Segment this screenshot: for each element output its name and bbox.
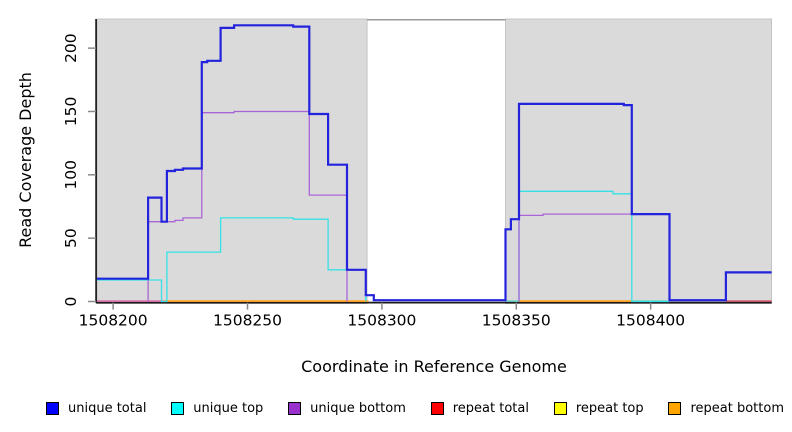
series-line-unique-top	[97, 217, 367, 303]
legend-swatch-repeat-bottom-icon	[668, 401, 682, 415]
legend-label: unique total	[68, 400, 147, 416]
legend-item-repeat-top: repeat top	[553, 400, 644, 416]
y-tick-label: 50	[62, 228, 80, 248]
y-axis-title: Read Coverage Depth	[16, 72, 35, 248]
legend-swatch-repeat-top-icon	[553, 401, 567, 415]
x-tick-label: 1508350	[482, 312, 551, 330]
legend-swatch-unique-bottom-icon	[288, 401, 302, 415]
legend-swatch-unique-top-icon	[171, 401, 185, 415]
legend-item-unique-top: unique top	[171, 401, 263, 416]
x-tick-label: 1508250	[213, 312, 282, 330]
legend-item-unique-total: unique total	[46, 401, 146, 416]
series-line-unique-total	[97, 24, 772, 302]
legend: unique total unique top unique bottom repea…	[46, 395, 784, 421]
y-tick-label: 200	[62, 33, 80, 63]
legend-label: repeat bottom	[690, 400, 784, 416]
legend-swatch-unique-total-icon	[46, 401, 59, 415]
y-tick-label: 0	[62, 297, 80, 307]
x-tick-label: 1508400	[616, 312, 685, 330]
y-tick-label: 100	[62, 160, 80, 190]
x-tick-label: 1508300	[347, 312, 416, 330]
legend-item-repeat-total: repeat total	[430, 400, 529, 416]
legend-label: repeat total	[452, 400, 529, 416]
background-band	[96, 18, 368, 305]
legend-label: repeat top	[575, 400, 644, 416]
legend-item-repeat-bottom: repeat bottom	[668, 401, 784, 416]
x-tick-label: 1508200	[79, 312, 148, 330]
x-axis-title: Coordinate in Reference Genome	[301, 357, 567, 376]
legend-item-unique-bottom: unique bottom	[288, 401, 406, 416]
legend-label: unique bottom	[310, 400, 406, 416]
legend-label: unique top	[193, 400, 264, 416]
background-band	[505, 18, 773, 305]
y-tick-label: 150	[62, 97, 80, 127]
plot-layers: 1508200 1508250 1508300 1508350 1508400 0 50 10…	[62, 18, 773, 330]
legend-swatch-repeat-total-icon	[430, 401, 444, 415]
